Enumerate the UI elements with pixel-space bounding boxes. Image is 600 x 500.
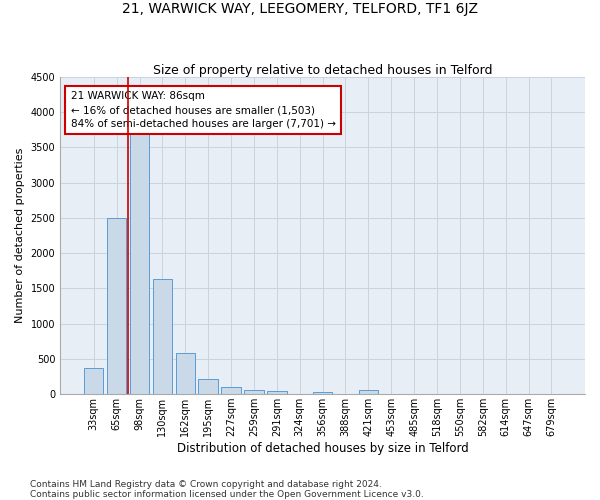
Bar — [244, 390, 263, 394]
Bar — [176, 352, 195, 394]
Title: Size of property relative to detached houses in Telford: Size of property relative to detached ho… — [153, 64, 493, 77]
Bar — [313, 392, 332, 394]
Bar — [221, 387, 241, 394]
Bar — [359, 390, 378, 394]
Bar — [130, 132, 149, 394]
Text: Contains HM Land Registry data © Crown copyright and database right 2024.
Contai: Contains HM Land Registry data © Crown c… — [30, 480, 424, 499]
Bar — [199, 378, 218, 394]
Bar — [84, 368, 103, 394]
Text: 21, WARWICK WAY, LEEGOMERY, TELFORD, TF1 6JZ: 21, WARWICK WAY, LEEGOMERY, TELFORD, TF1… — [122, 2, 478, 16]
Y-axis label: Number of detached properties: Number of detached properties — [15, 148, 25, 324]
Bar — [152, 280, 172, 394]
Bar — [107, 218, 127, 394]
Text: 21 WARWICK WAY: 86sqm
← 16% of detached houses are smaller (1,503)
84% of semi-d: 21 WARWICK WAY: 86sqm ← 16% of detached … — [71, 92, 335, 130]
Bar — [267, 391, 287, 394]
X-axis label: Distribution of detached houses by size in Telford: Distribution of detached houses by size … — [177, 442, 469, 455]
